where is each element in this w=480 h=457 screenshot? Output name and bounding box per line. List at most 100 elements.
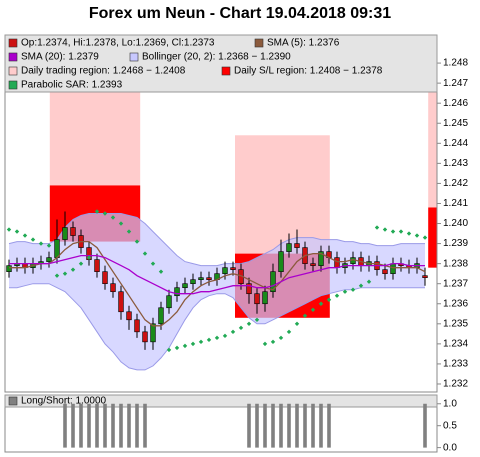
candle-body — [62, 227, 68, 240]
y-tick-label: 1.0 — [443, 398, 457, 409]
legend-label: Daily S/L region: 1.2408 − 1.2378 — [234, 66, 383, 77]
indicator-bar — [295, 403, 299, 448]
y-tick-label: 1.243 — [443, 158, 468, 169]
candle-body — [102, 271, 108, 284]
sar-dot — [6, 227, 12, 232]
sar-dot — [270, 339, 276, 345]
candle-body — [270, 271, 276, 293]
sar-dot — [166, 347, 172, 353]
main-layer: 1.232 1.233 1.234 1.235 1.236 1.237 1.238 1.239… — [4, 34, 468, 393]
sar-dot — [350, 287, 356, 292]
sar-dot — [310, 307, 316, 312]
sar-dot — [86, 255, 92, 260]
legend-label: Bollinger (20, 2): 1.2368 − 1.2390 — [142, 52, 291, 63]
candle-body — [6, 265, 12, 272]
sar-dot — [94, 209, 100, 214]
legend-swatch — [221, 66, 231, 76]
indicator-bar — [63, 403, 67, 448]
candle-body — [142, 331, 148, 343]
bollinger-lower — [9, 283, 425, 371]
y-tick-label: 1.236 — [443, 298, 468, 309]
sar-dot — [214, 335, 220, 341]
sar-dot — [294, 321, 300, 327]
legend-swatch — [8, 52, 18, 62]
candle-body — [158, 307, 164, 325]
y-tick-label: 1.248 — [443, 58, 468, 69]
legend-swatch — [8, 66, 18, 76]
sar-dot — [326, 297, 332, 302]
indicator-bar — [303, 403, 307, 448]
y-tick-label: 1.242 — [443, 178, 468, 189]
candle-body — [318, 251, 324, 266]
sar-dot — [54, 273, 60, 278]
candle-body — [278, 251, 284, 272]
y-tick-label: 1.240 — [443, 218, 468, 229]
candle-body — [382, 269, 388, 274]
y-tick-label: 1.241 — [443, 198, 468, 209]
sar-dot — [38, 241, 44, 246]
candle-body — [254, 293, 260, 305]
candle-body — [190, 279, 196, 284]
candle-body — [246, 283, 252, 295]
candle-body — [94, 259, 100, 272]
sar-dot — [334, 293, 340, 298]
candle-body — [422, 275, 428, 278]
sar-dot — [422, 235, 428, 240]
y-tick-label: 1.238 — [443, 258, 468, 269]
legend-swatch — [129, 52, 139, 62]
sar-dot — [102, 211, 108, 216]
indicator-bar — [111, 403, 115, 448]
candle-body — [206, 277, 212, 280]
y-tick-label: 1.239 — [443, 238, 468, 249]
chart-title: Forex um Neun - Chart 19.04.2018 09:31 — [89, 5, 391, 22]
sar-dot — [158, 269, 164, 274]
sma-line — [9, 254, 425, 295]
y-tick-label: 1.234 — [443, 339, 468, 350]
candle-body — [294, 243, 300, 248]
sar-dot — [342, 289, 348, 294]
sar-dot — [246, 321, 252, 327]
candle-body — [134, 319, 140, 333]
legend-label: Daily trading region: 1.2468 − 1.2408 — [21, 66, 186, 77]
y-tick-label: 1.233 — [443, 359, 468, 370]
indicator-bar — [247, 403, 251, 448]
sar-dot — [302, 313, 308, 318]
sar-dot — [406, 231, 412, 236]
sar-dot — [230, 329, 236, 335]
indicator-bar — [423, 403, 427, 448]
indicator-bar — [271, 403, 275, 448]
sar-dot — [134, 239, 140, 244]
sar-dot — [182, 343, 188, 349]
legend-swatch — [254, 38, 264, 48]
sar-dot — [318, 301, 324, 306]
candle-body — [70, 227, 76, 236]
y-tick-label: 0.0 — [443, 442, 457, 453]
candle-body — [310, 263, 316, 266]
indicator-bar — [87, 403, 91, 448]
candle-body — [182, 283, 188, 289]
candle-body — [230, 267, 236, 270]
sar-dot — [142, 251, 148, 256]
legend-swatch — [8, 396, 18, 406]
candle-body — [390, 263, 396, 274]
indicator-bar — [119, 403, 123, 448]
region — [428, 207, 437, 268]
sar-dot — [62, 271, 68, 276]
candle-body — [198, 277, 204, 280]
indicator-bar — [311, 403, 315, 448]
sar-dot — [14, 229, 20, 234]
candle-body — [150, 323, 156, 343]
sar-dot — [414, 233, 420, 238]
sar-dot — [118, 221, 124, 226]
sar-dot — [390, 229, 396, 234]
legend-label: Parabolic SAR: 1.2393 — [21, 80, 123, 91]
sar-dot — [382, 227, 388, 232]
sar-dot — [238, 325, 244, 331]
y-tick-label: 0.5 — [443, 420, 457, 431]
candle-body — [54, 239, 60, 258]
sar-dot — [198, 339, 204, 345]
indicator-bar — [255, 403, 259, 448]
y-tick-label: 1.237 — [443, 278, 468, 289]
